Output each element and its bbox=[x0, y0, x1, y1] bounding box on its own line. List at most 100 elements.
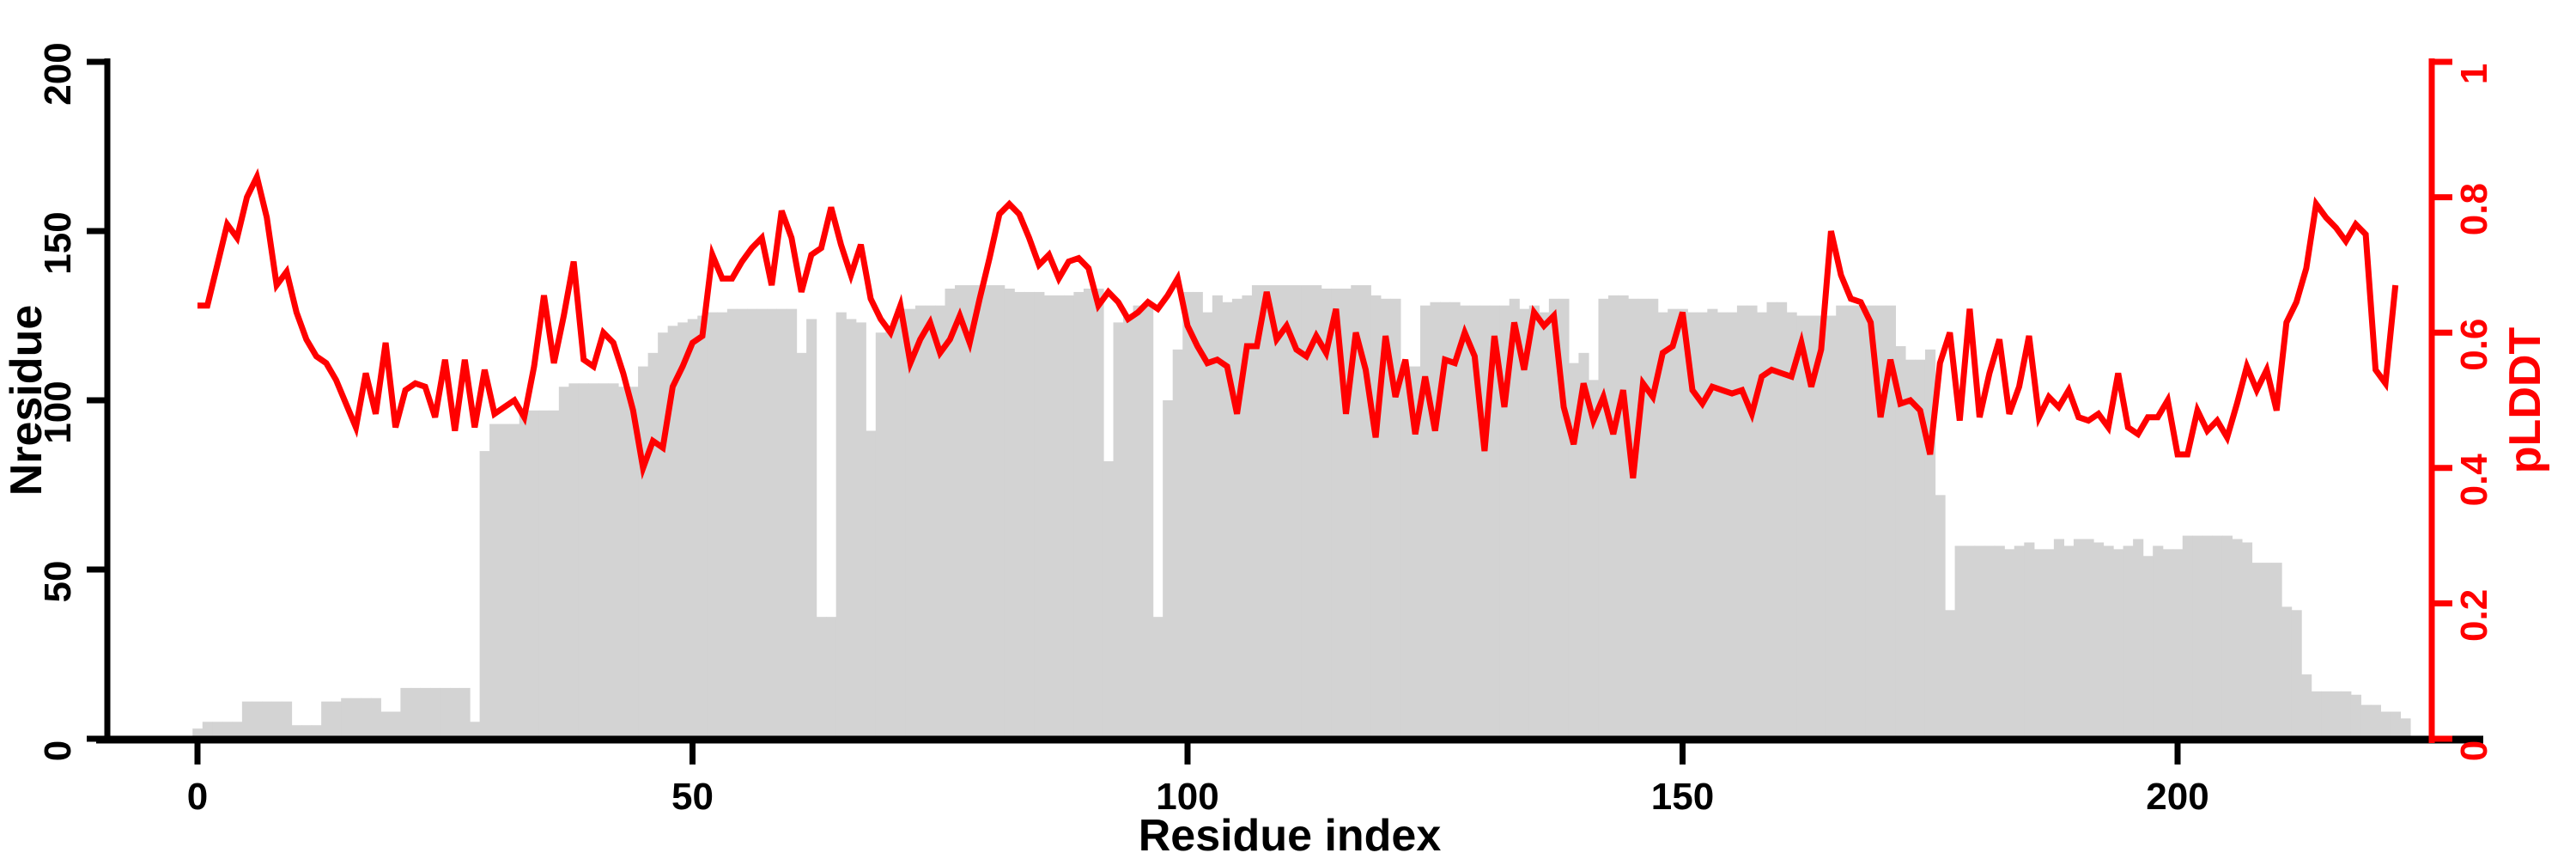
y-right-tick-label: 1 bbox=[2453, 64, 2495, 84]
x-axis-title: Residue index bbox=[1139, 811, 1442, 859]
nresidue-bar bbox=[895, 308, 906, 739]
nresidue-bar bbox=[2103, 545, 2114, 739]
nresidue-bar bbox=[984, 285, 995, 739]
nresidue-bar bbox=[341, 698, 352, 739]
nresidue-bar bbox=[291, 725, 302, 739]
nresidue-bar bbox=[1469, 305, 1480, 739]
nresidue-bar bbox=[1945, 610, 1956, 739]
nresidue-bar bbox=[192, 728, 204, 739]
nresidue-bar bbox=[578, 383, 590, 739]
y-axis-right-title: pLDDT bbox=[2500, 327, 2550, 474]
nresidue-bar bbox=[2262, 563, 2273, 739]
nresidue-bar bbox=[361, 698, 372, 739]
nresidue-bar bbox=[1648, 298, 1659, 739]
nresidue-bar bbox=[1202, 312, 1213, 739]
nresidue-bar bbox=[558, 387, 569, 739]
nresidue-bar bbox=[618, 387, 629, 739]
nresidue-bar bbox=[350, 698, 361, 739]
nresidue-bar bbox=[835, 312, 847, 739]
nresidue-bar bbox=[677, 322, 689, 739]
nresidue-bar bbox=[1736, 305, 1748, 739]
nresidue-bar bbox=[489, 423, 501, 739]
nresidue-bar bbox=[726, 308, 738, 739]
nresidue-bar bbox=[2024, 542, 2035, 739]
nresidue-bar bbox=[1231, 298, 1243, 739]
nresidue-bar bbox=[1539, 312, 1550, 739]
nresidue-bar bbox=[1351, 285, 1362, 739]
nresidue-bar bbox=[1954, 545, 1965, 739]
nresidue-bar bbox=[2321, 691, 2332, 739]
nresidue-bar bbox=[1618, 295, 1629, 739]
nresidue-bar bbox=[1994, 545, 2005, 739]
nresidue-bar bbox=[1548, 298, 1559, 739]
nresidue-bar bbox=[1489, 305, 1500, 739]
nresidue-bar bbox=[1390, 298, 1401, 739]
nresidue-bar bbox=[1301, 285, 1312, 739]
nresidue-bar bbox=[1024, 291, 1035, 739]
y-left-tick-label: 150 bbox=[37, 211, 79, 274]
nresidue-bar bbox=[1786, 312, 1797, 739]
nresidue-bar bbox=[549, 410, 560, 739]
nresidue-bar bbox=[2301, 674, 2312, 739]
y-axis-left-title: Nresidue bbox=[2, 305, 52, 497]
nresidue-bar bbox=[2341, 691, 2352, 739]
nresidue-bar bbox=[2291, 610, 2302, 739]
nresidue-bar bbox=[331, 701, 342, 739]
y-right-tick-label: 0.2 bbox=[2453, 589, 2495, 642]
nresidue-bar bbox=[1380, 298, 1391, 739]
nresidue-bar bbox=[1756, 312, 1768, 739]
nresidue-bar bbox=[1657, 312, 1668, 739]
nresidue-bar bbox=[509, 423, 520, 739]
nresidue-bar bbox=[1311, 285, 1322, 739]
nresidue-bar bbox=[588, 383, 599, 739]
nresidue-bar bbox=[1885, 305, 1896, 739]
nresidue-bar bbox=[2212, 535, 2223, 739]
y-right-tick-label: 0.8 bbox=[2453, 183, 2495, 235]
nresidue-bar bbox=[1272, 285, 1283, 739]
nresidue-bar bbox=[608, 383, 619, 739]
nresidue-bar bbox=[1777, 302, 1788, 739]
nresidue-bar bbox=[2053, 539, 2065, 739]
nresidue-bar bbox=[479, 451, 490, 739]
nresidue-bar bbox=[1707, 308, 1718, 739]
nresidue-bar bbox=[2360, 704, 2372, 739]
nresidue-bar bbox=[232, 722, 243, 739]
nresidue-bar bbox=[855, 322, 866, 739]
nresidue-bar bbox=[2093, 542, 2105, 739]
nresidue-bar bbox=[885, 326, 896, 739]
nresidue-bar bbox=[787, 308, 798, 739]
nresidue-bar bbox=[1460, 305, 1471, 739]
nresidue-bar bbox=[212, 722, 223, 739]
nresidue-bar bbox=[390, 711, 401, 739]
nresidue-bar bbox=[1856, 305, 1867, 739]
nresidue-bar bbox=[2330, 691, 2342, 739]
nresidue-bar bbox=[945, 288, 956, 740]
nresidue-bar bbox=[766, 308, 778, 739]
nresidue-bar bbox=[826, 617, 837, 739]
nresidue-bar bbox=[1063, 295, 1074, 739]
nresidue-bar bbox=[964, 285, 975, 739]
nresidue-bar bbox=[261, 701, 273, 739]
nresidue-bar bbox=[2192, 535, 2203, 739]
nresidue-bar bbox=[1163, 400, 1174, 739]
nresidue-bar bbox=[2271, 563, 2282, 739]
nresidue-bar bbox=[1034, 291, 1045, 739]
nresidue-bar bbox=[1727, 312, 1738, 739]
nresidue-bar bbox=[816, 617, 827, 739]
nresidue-bar bbox=[2390, 711, 2402, 739]
nresidue-bar bbox=[1083, 288, 1095, 740]
nresidue-bar bbox=[499, 423, 510, 739]
nresidue-bar bbox=[1588, 380, 1600, 739]
nresidue-bar bbox=[252, 701, 263, 739]
nresidue-bar bbox=[1212, 295, 1223, 739]
nresidue-bar bbox=[1251, 285, 1263, 739]
nresidue-bar bbox=[1509, 298, 1520, 739]
nresidue-bar bbox=[2400, 718, 2411, 739]
nresidue-bar bbox=[202, 722, 213, 739]
nresidue-bar bbox=[756, 308, 768, 739]
nresidue-bar bbox=[1687, 312, 1698, 739]
x-axis-ticks: 0 50 100 150 200 bbox=[187, 743, 2209, 818]
y-left-tick-label: 0 bbox=[37, 740, 79, 761]
